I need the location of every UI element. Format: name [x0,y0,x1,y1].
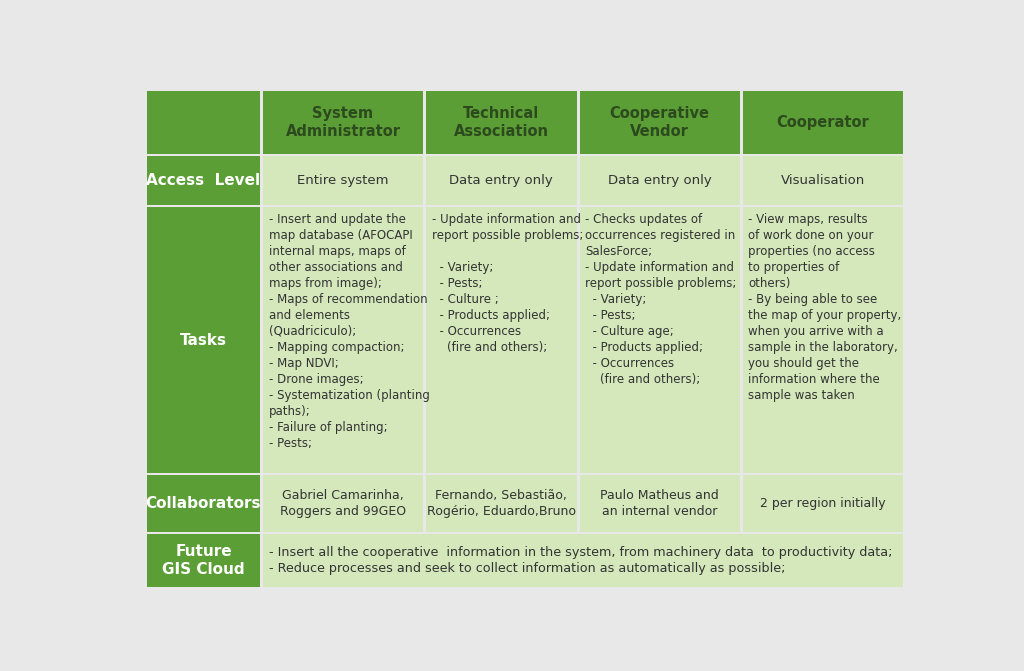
Bar [742,475,902,532]
Text: Cooperative
Vendor: Cooperative Vendor [609,106,710,140]
Text: - Checks updates of
occurrences registered in
SalesForce;
- Update information a: - Checks updates of occurrences register… [586,213,736,386]
Text: - View maps, results
of work done on your
properties (no access
to properties of: - View maps, results of work done on you… [749,213,901,402]
Bar [263,156,423,205]
Bar [147,156,260,205]
Bar [263,534,902,587]
Bar [742,91,902,154]
Text: Data entry only: Data entry only [450,174,553,187]
Bar [426,156,577,205]
Text: Fernando, Sebastião,
Rogério, Eduardo,Bruno: Fernando, Sebastião, Rogério, Eduardo,Br… [427,489,575,518]
Bar [147,475,260,532]
Text: - Insert and update the
map database (AFOCAPI
internal maps, maps of
other assoc: - Insert and update the map database (AF… [268,213,429,450]
Bar [426,475,577,532]
Bar [742,156,902,205]
Text: Technical
Association: Technical Association [454,106,549,140]
Bar [263,475,423,532]
Text: Paulo Matheus and
an internal vendor: Paulo Matheus and an internal vendor [600,489,719,518]
Bar [580,475,739,532]
Text: Future
GIS Cloud: Future GIS Cloud [162,544,245,578]
Text: 2 per region initially: 2 per region initially [760,497,886,510]
Bar [580,207,739,473]
Text: Tasks: Tasks [180,333,227,348]
Bar [147,534,260,587]
Bar [263,91,423,154]
Text: Access  Level: Access Level [146,173,260,189]
Bar [580,91,739,154]
Text: - Insert all the cooperative  information in the system, from machinery data  to: - Insert all the cooperative information… [269,546,893,575]
Text: Data entry only: Data entry only [607,174,712,187]
Text: System
Administrator: System Administrator [286,106,400,140]
Text: Collaborators: Collaborators [145,497,261,511]
Bar [147,207,260,473]
Text: Visualisation: Visualisation [780,174,864,187]
Bar [263,207,423,473]
Bar [426,207,577,473]
Bar [147,91,260,154]
Bar [580,156,739,205]
Bar [426,91,577,154]
Text: Cooperator: Cooperator [776,115,869,130]
Bar [742,207,902,473]
Text: Gabriel Camarinha,
Roggers and 99GEO: Gabriel Camarinha, Roggers and 99GEO [280,489,407,518]
Text: - Update information and
report possible problems;

  - Variety;
  - Pests;
  - : - Update information and report possible… [432,213,583,354]
Text: Entire system: Entire system [297,174,389,187]
